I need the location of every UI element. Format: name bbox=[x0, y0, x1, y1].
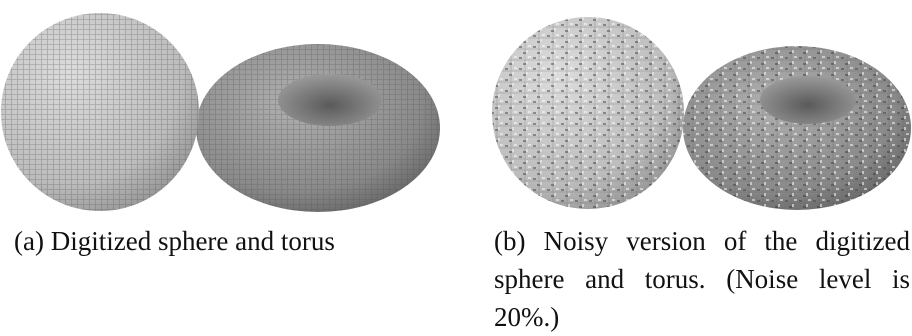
caption: (b) Noisy version of the digitized spher… bbox=[494, 222, 910, 336]
subfigure-label: (b) bbox=[494, 226, 525, 256]
subfigure-label: (a) bbox=[14, 226, 44, 256]
caption: (a) Digitized sphere and torus bbox=[14, 222, 444, 260]
image-b bbox=[492, 17, 911, 210]
figure-images bbox=[0, 0, 912, 220]
page: (a) Digitized sphere and torus (b) Noisy… bbox=[0, 0, 912, 313]
caption-text: Noisy version of the digitized sphere an… bbox=[494, 226, 910, 332]
caption-text: Digitized sphere and torus bbox=[51, 226, 335, 256]
image-a bbox=[1, 13, 440, 212]
